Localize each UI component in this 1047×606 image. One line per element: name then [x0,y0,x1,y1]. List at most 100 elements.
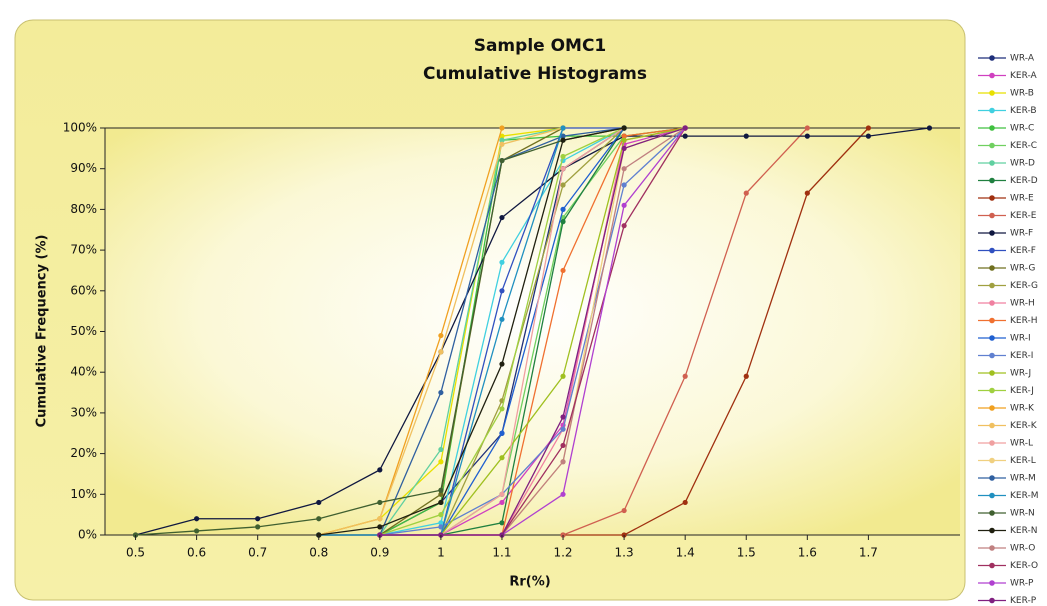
data-point [560,491,566,497]
x-tick-label: 0.6 [187,546,206,560]
data-point [560,206,566,212]
data-point [499,520,505,526]
legend-marker [989,580,995,586]
data-point [438,499,444,506]
legend-marker [989,422,995,429]
x-tick-label: 1.7 [859,546,878,560]
data-point [499,214,505,221]
data-point [377,499,383,506]
x-tick-label: 0.5 [126,546,145,560]
legend-marker [989,475,995,481]
data-point [499,406,505,412]
data-point [926,125,933,131]
legend-marker [989,352,995,359]
data-point [560,414,566,420]
series-line [563,127,869,536]
legend-marker [989,230,995,236]
data-point [194,528,200,534]
legend-marker [989,300,995,306]
legend-marker [989,562,995,569]
legend-marker [989,457,995,464]
data-point [499,288,505,294]
legend-marker [989,177,995,184]
legend-label: KER-L [1010,456,1036,466]
data-point [560,267,566,274]
data-point [560,459,566,465]
data-point [621,223,627,229]
legend-label: WR-A [1010,54,1035,64]
y-tick-label: 30% [70,405,97,419]
legend-label: WR-M [1010,474,1036,484]
y-tick-label: 100% [63,121,97,135]
data-point [438,349,444,355]
legend-label: KER-C [1010,141,1037,151]
y-tick-label: 0% [78,528,97,542]
legend-marker [989,55,995,61]
legend-marker [989,160,995,166]
y-tick-label: 70% [70,243,97,257]
x-tick-label: 1.3 [615,546,634,560]
x-tick-label: 0.9 [370,546,389,560]
legend-marker [989,527,995,534]
y-tick-label: 20% [70,446,97,460]
data-point [560,137,566,143]
series-line [379,127,686,536]
data-point [316,499,322,506]
data-point [499,157,505,164]
data-point [865,125,871,131]
data-point [682,125,688,131]
legend-label: WR-G [1010,264,1035,274]
data-point [804,125,810,131]
data-point [621,125,627,131]
x-tick-label: 1 [437,546,445,560]
data-point [194,516,200,522]
data-point [621,137,627,143]
legend-label: KER-N [1010,526,1037,536]
data-point [560,153,566,160]
legend-marker [989,107,995,114]
data-point [743,373,749,379]
data-point [621,202,627,208]
legend-label: WR-C [1010,124,1034,134]
y-tick-label: 90% [70,161,97,175]
legend-label: WR-N [1010,509,1035,519]
data-point [621,166,627,172]
data-point [865,133,871,139]
legend-marker [989,72,995,79]
y-tick-label: 80% [70,202,97,216]
data-point [255,524,261,530]
data-point [499,430,505,436]
legend-label: WR-H [1010,299,1035,309]
data-point [682,499,688,506]
x-tick-label: 1.5 [737,546,756,560]
legend-label: KER-K [1010,421,1038,431]
legend-label: KER-O [1010,561,1038,571]
data-point [560,426,566,432]
legend-label: KER-I [1010,351,1033,361]
legend-label: KER-H [1010,316,1038,326]
y-tick-label: 10% [70,487,97,501]
data-point [438,459,444,465]
data-point [255,516,261,522]
data-point [316,516,322,522]
data-point [621,145,627,151]
legend-label: KER-A [1010,71,1038,81]
data-point [438,520,444,526]
data-point [377,516,383,522]
data-point [560,125,566,131]
x-tick-label: 1.6 [798,546,817,560]
data-point [804,133,810,139]
y-tick-label: 50% [70,324,97,338]
x-tick-label: 1.2 [553,546,572,560]
legend-label: KER-G [1010,281,1038,291]
series-line [135,127,930,536]
x-tick-label: 0.8 [309,546,328,560]
chart-title: Sample OMC1 [474,36,607,56]
legend-marker [989,247,995,254]
series-line [318,127,625,536]
legend-marker [989,440,995,446]
data-point [438,332,444,339]
legend-marker [989,492,995,499]
data-point [560,166,566,172]
